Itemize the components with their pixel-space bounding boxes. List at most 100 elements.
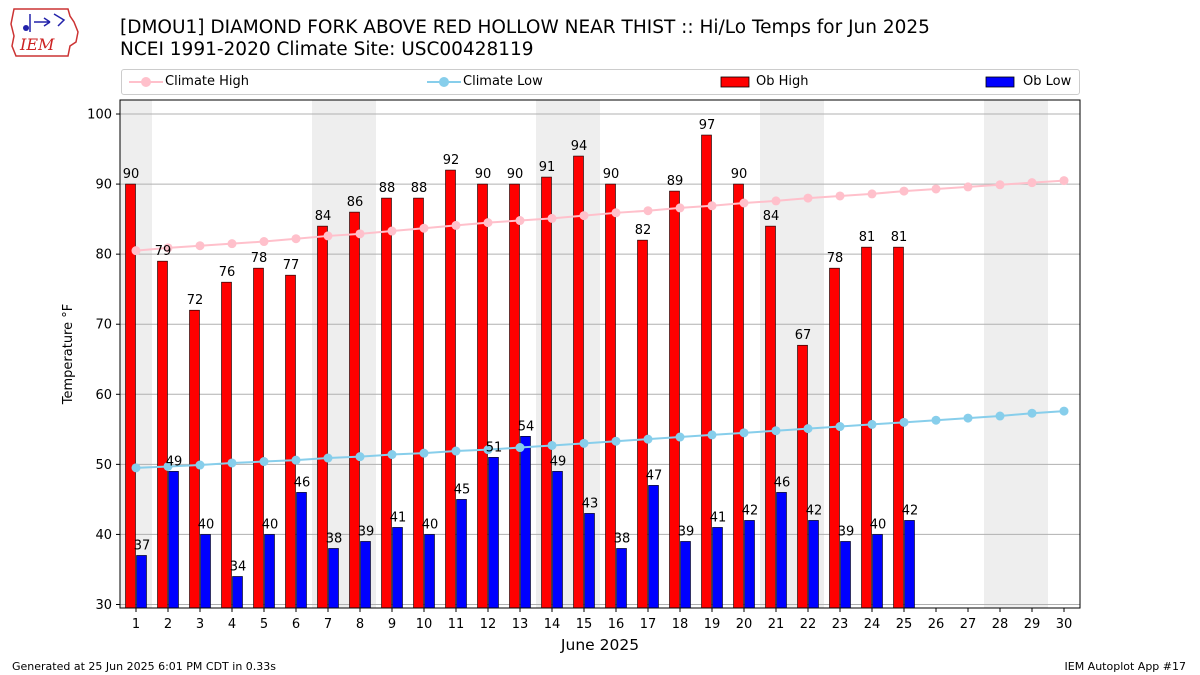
ob-high-label: 78 [827, 251, 844, 266]
y-tick-label: 90 [95, 178, 112, 193]
ob-low-label: 37 [134, 538, 151, 553]
climate-low-point [419, 448, 429, 458]
climate-low-point [643, 434, 653, 444]
ob-low-bar [776, 492, 787, 609]
ob-high-label: 72 [187, 293, 204, 308]
x-tick-label: 8 [356, 617, 364, 632]
climate-low-point [771, 426, 781, 436]
climate-high-point [131, 246, 141, 256]
iem-logo: IEM [10, 8, 79, 57]
climate-low-point [227, 458, 237, 468]
climate-high-point [931, 184, 941, 194]
climate-high-point [675, 203, 685, 213]
ob-low-bar [264, 534, 275, 609]
climate-low-point [515, 443, 525, 453]
climate-low-point [291, 455, 301, 465]
climate-low-point [1027, 408, 1037, 418]
ob-high-label: 94 [571, 139, 588, 154]
ob-low-label: 46 [774, 475, 791, 490]
x-tick-label: 20 [736, 617, 753, 632]
ob-low-bar [360, 541, 371, 609]
legend-ob-high: Ob High [720, 74, 920, 90]
climate-high-point [579, 211, 589, 221]
x-tick-label: 12 [480, 617, 497, 632]
climate-low-point [803, 424, 813, 434]
legend-ob-high-marker [720, 76, 750, 88]
ob-high-label: 77 [283, 258, 300, 273]
x-tick-label: 4 [228, 617, 236, 632]
climate-high-point [195, 241, 205, 251]
climate-high-point [643, 206, 653, 216]
climate-high-point [483, 218, 493, 228]
ob-high-label: 84 [315, 209, 332, 224]
x-tick-label: 14 [544, 617, 561, 632]
legend-ob-high-label: Ob High [756, 74, 809, 89]
ob-high-bar [317, 225, 328, 609]
ob-low-label: 34 [230, 559, 247, 574]
ob-high-bar [477, 183, 488, 609]
y-tick-label: 50 [95, 458, 112, 473]
ob-low-label: 54 [518, 419, 535, 434]
legend-climate-high: Climate High [127, 74, 347, 90]
ob-low-label: 42 [742, 503, 759, 518]
ob-low-label: 49 [550, 454, 567, 469]
x-tick-label: 11 [448, 617, 465, 632]
chart-title: [DMOU1] DIAMOND FORK ABOVE RED HOLLOW NE… [120, 17, 930, 61]
ob-low-bar [840, 541, 851, 609]
ob-low-bar [392, 527, 403, 609]
ob-low-bar [552, 471, 563, 609]
climate-low-point [867, 419, 877, 429]
climate-low-point [259, 457, 269, 467]
climate-low-point [995, 411, 1005, 421]
x-tick-label: 30 [1056, 617, 1073, 632]
climate-high-point [899, 186, 909, 196]
climate-low-point [483, 445, 493, 455]
climate-high-point [707, 201, 717, 211]
ob-low-label: 51 [486, 440, 503, 455]
ob-low-bar [584, 513, 595, 609]
ob-low-label: 39 [358, 524, 375, 539]
ob-high-label: 92 [443, 153, 460, 168]
x-tick-label: 3 [196, 617, 204, 632]
climate-high-point [867, 189, 877, 199]
x-tick-label: 23 [832, 617, 849, 632]
ob-high-bar [157, 260, 168, 609]
ob-low-label: 47 [646, 468, 663, 483]
x-tick-label: 22 [800, 617, 817, 632]
climate-low-point [579, 438, 589, 448]
climate-high-point [451, 220, 461, 230]
ob-low-label: 40 [870, 517, 887, 532]
ob-high-bar [637, 239, 648, 609]
climate-high-point [291, 234, 301, 244]
x-tick-label: 13 [512, 617, 529, 632]
ob-high-bar [189, 309, 200, 609]
y-tick-label: 80 [95, 248, 112, 263]
legend-climate-low-label: Climate Low [463, 74, 543, 89]
legend-ob-low-label: Ob Low [1023, 74, 1072, 89]
y-tick-label: 30 [95, 598, 112, 613]
ob-high-label: 90 [507, 167, 524, 182]
climate-low-point [547, 440, 557, 450]
ob-low-bar [872, 534, 883, 609]
x-axis-label: June 2025 [560, 636, 639, 654]
ob-high-bar [893, 246, 904, 609]
ob-high-bar [765, 225, 776, 609]
climate-high-point [355, 229, 365, 239]
ob-high-label: 76 [219, 265, 236, 280]
ob-high-label: 79 [155, 244, 172, 259]
x-tick-label: 1 [132, 617, 140, 632]
climate-low-point [739, 428, 749, 438]
legend-climate-low-marker [427, 77, 461, 87]
ob-low-bar [648, 485, 659, 609]
ob-high-label: 90 [123, 167, 140, 182]
x-tick-label: 15 [576, 617, 593, 632]
ob-low-bar [808, 520, 819, 609]
ob-low-label: 40 [262, 517, 279, 532]
ob-high-label: 81 [859, 230, 876, 245]
ob-low-bar [456, 499, 467, 609]
title-line-2: NCEI 1991-2020 Climate Site: USC00428119 [120, 39, 534, 60]
legend-climate-high-marker [129, 77, 163, 87]
ob-low-bar [200, 534, 211, 609]
x-tick-label: 6 [292, 617, 300, 632]
ob-high-label: 91 [539, 160, 556, 175]
